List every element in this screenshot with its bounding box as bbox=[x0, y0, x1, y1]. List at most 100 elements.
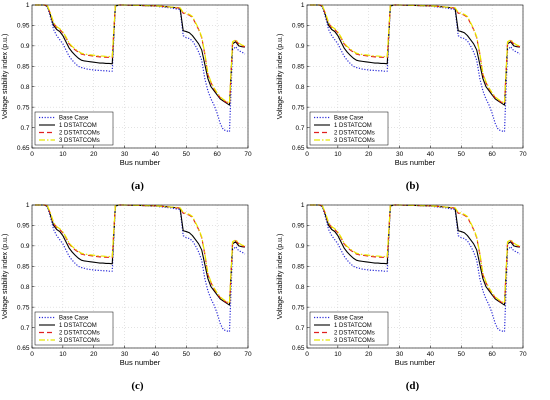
x-tick-label: 0 bbox=[30, 151, 34, 158]
x-tick-label: 10 bbox=[59, 351, 67, 358]
y-tick-label: 0.8 bbox=[295, 284, 304, 291]
x-axis-label: Bus number bbox=[120, 358, 161, 367]
y-tick-label: 0.75 bbox=[17, 104, 30, 111]
x-tick-label: 60 bbox=[214, 151, 222, 158]
legend-label: 3 DSTATCOMs bbox=[59, 138, 100, 144]
y-tick-label: 0.85 bbox=[292, 263, 305, 270]
y-tick-label: 0.65 bbox=[17, 345, 30, 352]
x-tick-label: 20 bbox=[365, 151, 373, 158]
legend-label: 1 DSTATCOM bbox=[59, 123, 97, 129]
axes-frame bbox=[306, 204, 524, 349]
panel-label-b: (b) bbox=[405, 180, 420, 192]
y-tick-label: 0.85 bbox=[292, 63, 305, 70]
x-tick-label: 70 bbox=[519, 351, 527, 358]
y-tick-label: 0.95 bbox=[17, 223, 30, 230]
y-axis-label: Voltage stability index (p.u.) bbox=[277, 34, 284, 120]
chart-b-plot: 0 10 20 30 40 50 60 70 0.65 0.7 0.75 0.8 0.85 0.9 0.95… bbox=[277, 2, 527, 167]
x-axis-label: Bus number bbox=[395, 158, 436, 167]
x-tick-label: 30 bbox=[396, 351, 404, 358]
x-tick-label: 30 bbox=[396, 151, 404, 158]
legend-label: Base Case bbox=[334, 116, 364, 122]
chart-d-plot: 0 10 20 30 40 50 60 70 0.65 0.7 0.75 0.8 0.85 0.9 0.95… bbox=[277, 202, 527, 367]
x-tick-label: 60 bbox=[214, 351, 222, 358]
x-tick-label: 40 bbox=[152, 351, 160, 358]
legend-label: 3 DSTATCOMs bbox=[334, 338, 375, 344]
y-tick-label: 0.9 bbox=[295, 43, 304, 50]
legend-label: 2 DSTATCOMs bbox=[59, 331, 100, 337]
x-tick-label: 10 bbox=[59, 151, 67, 158]
series-line-2-dstatcoms bbox=[35, 4, 246, 105]
x-tick-label: 50 bbox=[183, 351, 191, 358]
x-tick-label: 10 bbox=[334, 351, 342, 358]
legend-label: Base Case bbox=[59, 316, 89, 322]
panel-label-d: (d) bbox=[405, 380, 420, 392]
x-axis-label: Bus number bbox=[120, 158, 161, 167]
y-tick-label: 1 bbox=[301, 2, 305, 9]
x-tick-label: 70 bbox=[244, 151, 252, 158]
x-tick-label: 30 bbox=[121, 151, 129, 158]
series-line-2-dstatcoms bbox=[310, 204, 521, 305]
legend-label: 3 DSTATCOMs bbox=[59, 338, 100, 344]
chart-c-plot: 0 10 20 30 40 50 60 70 0.65 0.7 0.75 0.8 0.85 0.9 0.95… bbox=[2, 202, 252, 367]
legend-label: Base Case bbox=[59, 116, 89, 122]
x-tick-label: 10 bbox=[334, 151, 342, 158]
legend-label: 2 DSTATCOMs bbox=[334, 331, 375, 337]
y-tick-label: 0.75 bbox=[292, 304, 305, 311]
x-tick-label: 70 bbox=[244, 351, 252, 358]
legend-label: 2 DSTATCOMs bbox=[59, 131, 100, 137]
y-tick-label: 0.75 bbox=[292, 104, 305, 111]
legend-label: 3 DSTATCOMs bbox=[334, 138, 375, 144]
chart-panel-b: 0 10 20 30 40 50 60 70 0.65 0.7 0.75 0.8 0.85 0.9 0.95… bbox=[275, 0, 550, 200]
chart-a-plot: 0 10 20 30 40 50 60 70 0.65 0.7 0.75 0.8 0.85 0.9 0.95… bbox=[2, 2, 252, 167]
x-tick-label: 30 bbox=[121, 351, 129, 358]
y-tick-label: 0.7 bbox=[295, 125, 304, 132]
y-tick-label: 0.7 bbox=[20, 325, 29, 332]
x-tick-label: 60 bbox=[489, 351, 497, 358]
x-tick-label: 50 bbox=[183, 151, 191, 158]
panel-label-c: (c) bbox=[131, 380, 144, 392]
chart-panel-d: 0 10 20 30 40 50 60 70 0.65 0.7 0.75 0.8 0.85 0.9 0.95… bbox=[275, 200, 550, 400]
x-tick-label: 0 bbox=[305, 351, 309, 358]
y-tick-label: 0.8 bbox=[20, 284, 29, 291]
y-tick-label: 0.7 bbox=[20, 125, 29, 132]
y-tick-label: 1 bbox=[301, 202, 305, 209]
legend-label: 2 DSTATCOMs bbox=[334, 131, 375, 137]
axes-frame bbox=[31, 4, 249, 149]
x-tick-label: 20 bbox=[90, 351, 98, 358]
x-tick-label: 20 bbox=[90, 151, 98, 158]
y-tick-label: 1 bbox=[26, 202, 30, 209]
y-tick-label: 0.95 bbox=[17, 23, 30, 30]
x-tick-label: 40 bbox=[427, 151, 435, 158]
axes-frame bbox=[31, 204, 249, 349]
y-tick-label: 0.8 bbox=[20, 84, 29, 91]
y-axis-label: Voltage stability index (p.u.) bbox=[2, 234, 9, 320]
series-line-base-case bbox=[35, 4, 246, 133]
x-tick-label: 50 bbox=[458, 351, 466, 358]
x-axis-label: Bus number bbox=[395, 358, 436, 367]
x-tick-label: 0 bbox=[30, 351, 34, 358]
y-axis-label: Voltage stability index (p.u.) bbox=[2, 34, 9, 120]
y-tick-label: 0.9 bbox=[20, 243, 29, 250]
x-tick-label: 40 bbox=[152, 151, 160, 158]
series-line-2-dstatcoms bbox=[35, 204, 246, 305]
y-tick-label: 0.75 bbox=[17, 304, 30, 311]
series-line-base-case bbox=[310, 204, 521, 333]
legend-label: Base Case bbox=[334, 316, 364, 322]
chart-panel-c: 0 10 20 30 40 50 60 70 0.65 0.7 0.75 0.8 0.85 0.9 0.95… bbox=[0, 200, 275, 400]
y-tick-label: 0.85 bbox=[17, 63, 30, 70]
series-line-base-case bbox=[35, 204, 246, 333]
y-tick-label: 1 bbox=[26, 2, 30, 9]
y-tick-label: 0.95 bbox=[292, 23, 305, 30]
legend-label: 1 DSTATCOM bbox=[334, 123, 372, 129]
y-tick-label: 0.95 bbox=[292, 223, 305, 230]
legend-label: 1 DSTATCOM bbox=[334, 323, 372, 329]
y-axis-label: Voltage stability index (p.u.) bbox=[277, 234, 284, 320]
y-tick-label: 0.65 bbox=[292, 145, 305, 152]
y-tick-label: 0.85 bbox=[17, 263, 30, 270]
y-tick-label: 0.7 bbox=[295, 325, 304, 332]
panel-label-a: (a) bbox=[131, 180, 144, 192]
x-tick-label: 40 bbox=[427, 351, 435, 358]
x-tick-label: 0 bbox=[305, 151, 309, 158]
y-tick-label: 0.9 bbox=[295, 243, 304, 250]
x-tick-label: 50 bbox=[458, 151, 466, 158]
